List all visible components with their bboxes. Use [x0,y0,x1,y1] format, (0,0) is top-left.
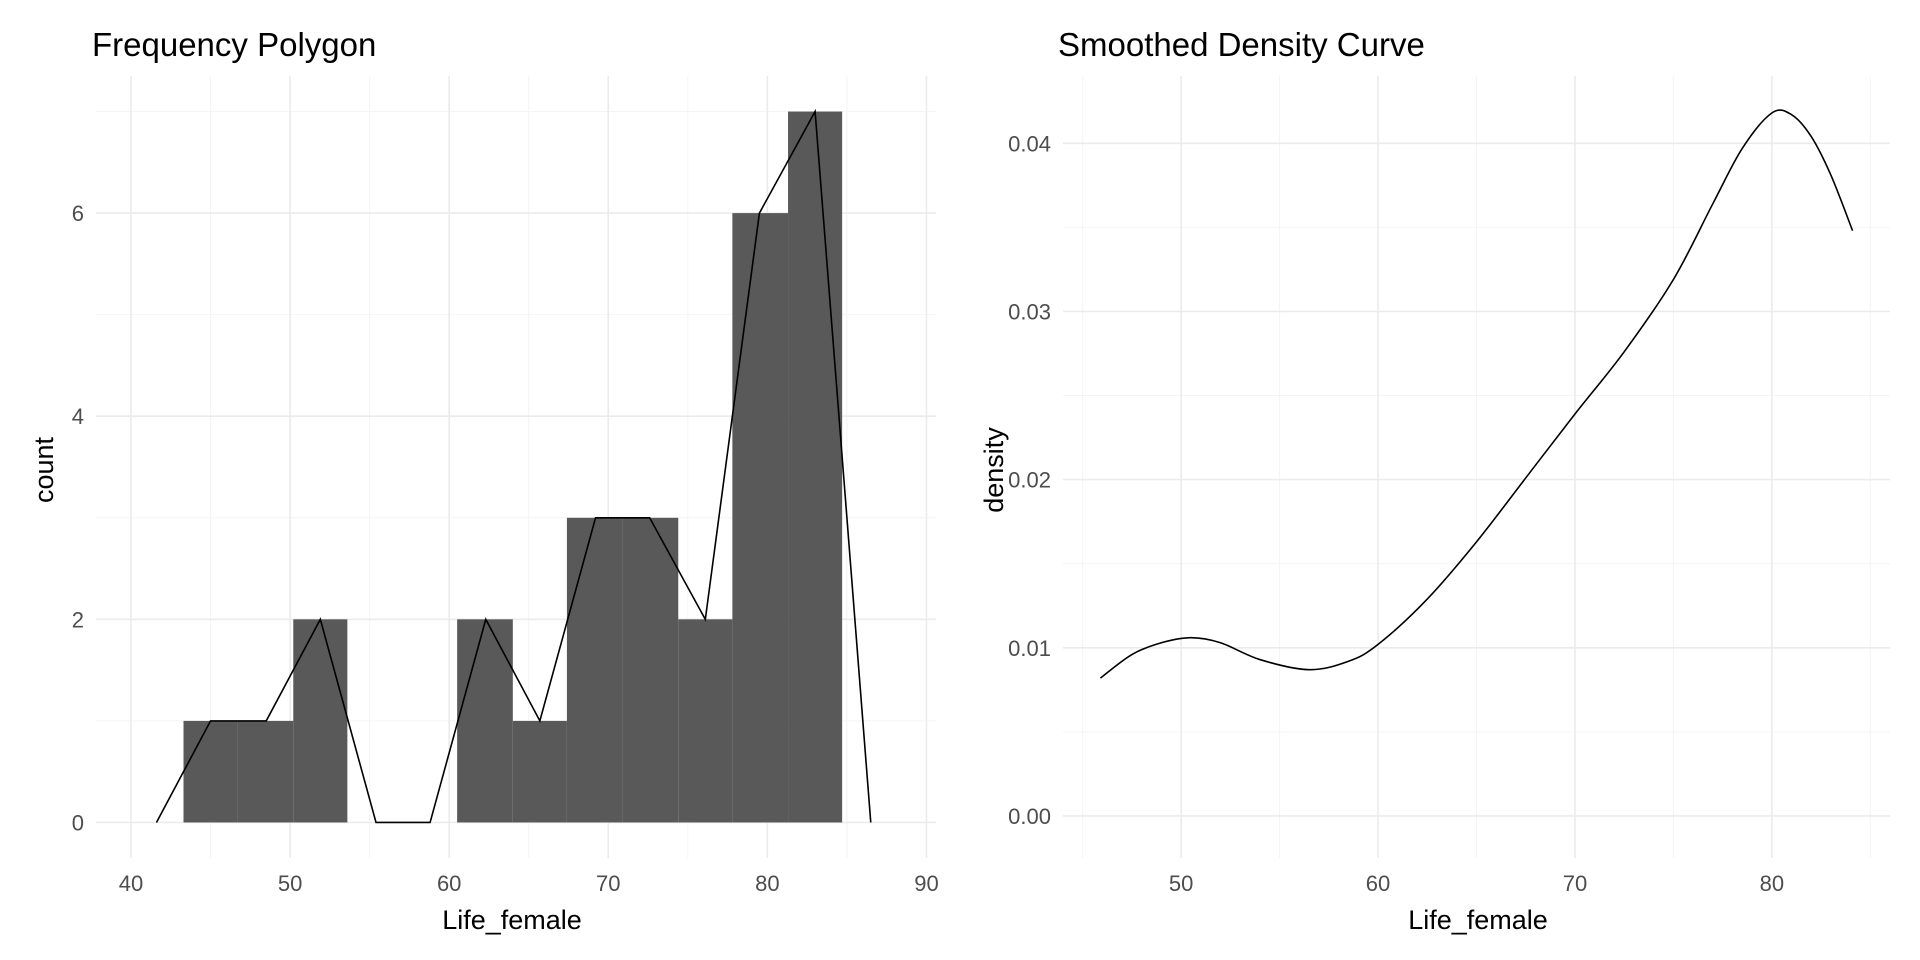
y-tick-label: 4 [72,404,84,429]
chart1-polygon [155,108,872,824]
y-tick-label: 0.03 [1008,299,1051,324]
chart2-title: Smoothed Density Curve [1058,26,1425,63]
x-tick-label: 50 [278,871,302,896]
chart2-y-ticks: 0.00 0.01 0.02 0.03 0.04 [1008,131,1051,829]
chart1-y-ticks: 0 2 4 6 [72,201,84,835]
x-tick-label: 50 [1169,871,1193,896]
chart2-x-ticks: 50 60 70 80 [1169,871,1784,896]
frequency-polygon-chart: 40 50 60 70 80 90 0 2 4 6 Frequency Polygon Life… [29,26,939,935]
x-tick-label: 60 [437,871,461,896]
histogram-bar [566,517,623,823]
histogram-bar [732,213,789,823]
chart2-curve [1099,109,1854,679]
x-tick-label: 80 [1760,871,1784,896]
x-tick-label: 70 [1563,871,1587,896]
y-tick-label: 2 [72,607,84,632]
chart2-x-axis-title: Life_female [1408,905,1548,935]
x-tick-label: 80 [755,871,779,896]
histogram-bar [678,619,733,823]
histogram-bar [788,111,843,823]
x-tick-label: 60 [1366,871,1390,896]
chart1-x-axis-title: Life_female [442,905,582,935]
chart1-bars [183,111,843,823]
chart1-y-axis-title: count [29,436,59,503]
histogram-bar [183,720,238,823]
y-tick-label: 6 [72,201,84,226]
x-tick-label: 90 [914,871,938,896]
histogram-bar [512,720,567,823]
x-tick-label: 70 [596,871,620,896]
chart2-y-axis-title: density [979,427,1009,513]
density-curve-line [1099,109,1854,679]
y-tick-label: 0.02 [1008,468,1051,493]
y-tick-label: 0.00 [1008,804,1051,829]
histogram-bar [237,720,294,823]
chart1-title: Frequency Polygon [92,26,376,63]
chart2-grid [1063,76,1890,858]
x-tick-label: 40 [119,871,143,896]
frequency-polygon-line [155,108,872,824]
y-tick-label: 0.04 [1008,131,1051,156]
y-tick-label: 0 [72,810,84,835]
chart1-x-ticks: 40 50 60 70 80 90 [119,871,939,896]
y-tick-label: 0.01 [1008,636,1051,661]
histogram-bar [622,517,679,823]
